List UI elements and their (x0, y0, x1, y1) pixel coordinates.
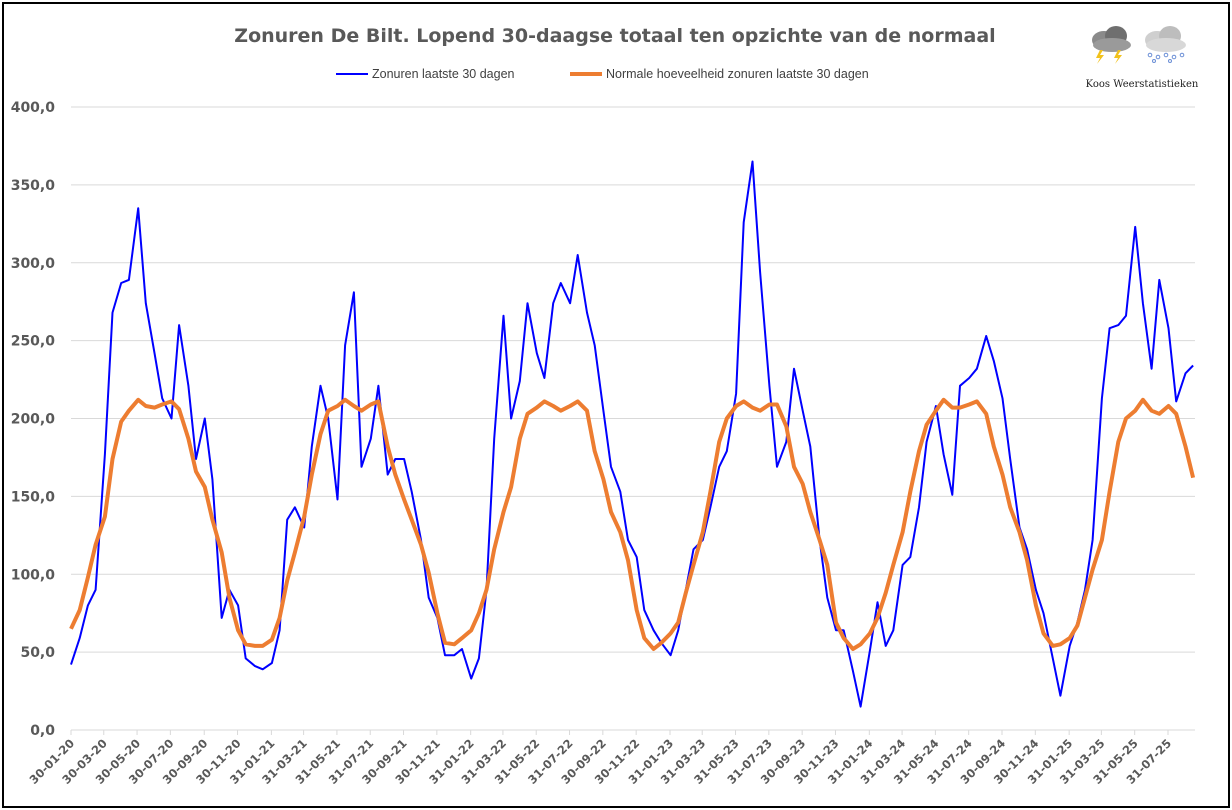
y-tick-label: 150,0 (11, 489, 56, 505)
y-tick-label: 200,0 (11, 412, 56, 428)
chart-title: Zonuren De Bilt. Lopend 30-daagse totaal… (234, 25, 995, 47)
y-tick-label: 350,0 (11, 178, 56, 194)
series-line-sunshine (70, 160, 1194, 708)
y-tick-label: 50,0 (20, 645, 55, 661)
x-axis: 30-01-2030-03-2030-05-2030-07-2030-09-20… (27, 729, 1195, 787)
series-group (69, 160, 1196, 708)
y-tick-label: 250,0 (11, 334, 56, 350)
logo: Koos Weerstatistieken (1086, 26, 1199, 90)
legend-label-sunshine: Zonuren laatste 30 dagen (372, 67, 515, 81)
y-tick-label: 100,0 (11, 567, 56, 583)
y-tick-label: 300,0 (11, 256, 56, 272)
y-axis: 0,0 50,0 100,0 150,0 200,0 250,0 300,0 350,0 400… (11, 100, 56, 739)
legend: Zonuren laatste 30 dagen Normale hoeveel… (336, 67, 869, 81)
thunderstorm-cloud-icon (1092, 26, 1131, 64)
legend-label-normal: Normale hoeveelheid zonuren laatste 30 d… (606, 67, 869, 81)
snow-cloud-icon (1145, 26, 1186, 63)
logo-text: Koos Weerstatistieken (1086, 79, 1199, 90)
y-tick-label: 0,0 (30, 723, 55, 739)
gridlines (71, 106, 1195, 653)
series-line-normal (69, 397, 1196, 651)
y-tick-label: 400,0 (11, 100, 56, 116)
